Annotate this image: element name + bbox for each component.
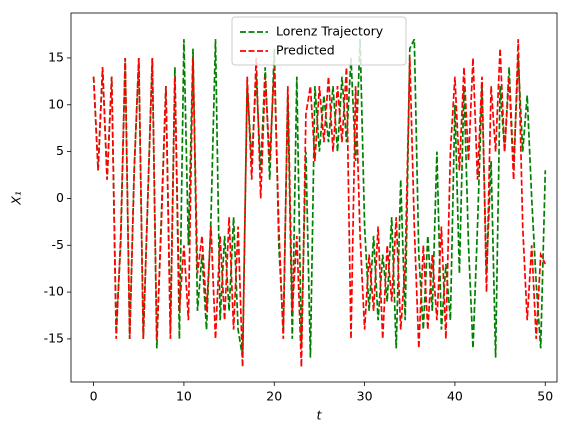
x-tick-label: 40 — [447, 389, 463, 404]
y-tick-label: 5 — [56, 143, 64, 158]
y-tick-label: 0 — [56, 190, 64, 205]
x-tick-label: 20 — [266, 389, 282, 404]
x-tick-label: 50 — [537, 389, 553, 404]
y-axis-label: X₁ — [9, 191, 24, 206]
x-tick-label: 0 — [90, 389, 98, 404]
x-axis-label: t — [317, 408, 323, 423]
legend-label: Lorenz Trajectory — [276, 24, 384, 39]
axes-frame — [70, 12, 558, 383]
legend-box — [231, 16, 407, 66]
y-tick-label: 15 — [48, 49, 64, 64]
x-tick-label: 10 — [176, 389, 192, 404]
y-tick-label: -5 — [52, 237, 64, 252]
y-tick-label: 10 — [48, 96, 64, 111]
legend-label: Predicted — [276, 43, 335, 58]
x-tick-label: 30 — [357, 389, 373, 404]
y-tick-label: -10 — [44, 284, 64, 299]
y-tick-label: -15 — [44, 330, 64, 345]
series-line — [92, 39, 547, 368]
